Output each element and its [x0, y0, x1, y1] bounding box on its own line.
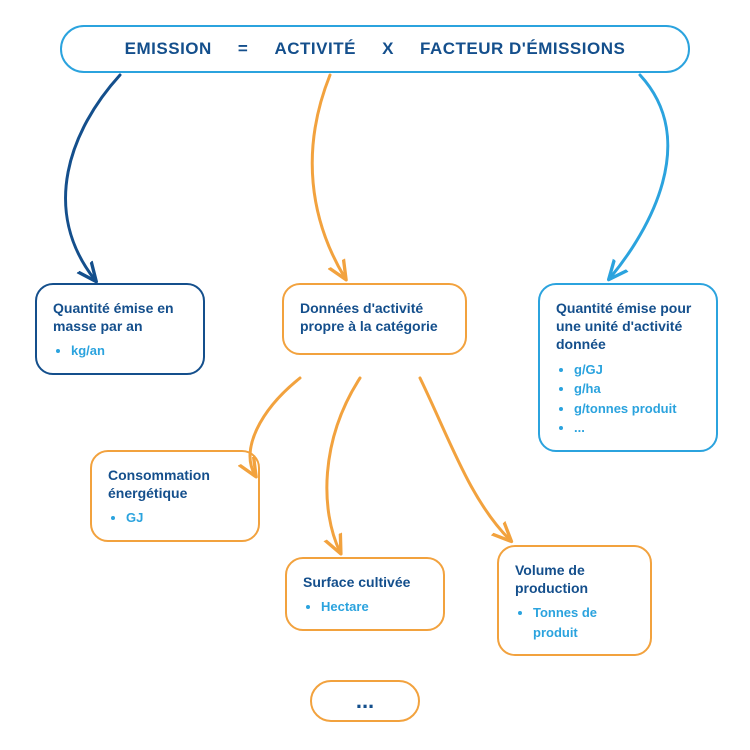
arrow6-path [420, 378, 510, 540]
volume-card-title: Volume de production [515, 561, 634, 597]
formula-times: X [382, 39, 394, 59]
energy-card: Consommation énergétique GJ [90, 450, 260, 542]
list-item: Tonnes de produit [533, 603, 634, 642]
surface-card: Surface cultivée Hectare [285, 557, 445, 631]
formula-factor: FACTEUR D'ÉMISSIONS [420, 39, 625, 59]
arrow5-path [327, 378, 360, 552]
list-item: kg/an [71, 341, 187, 361]
volume-card: Volume de production Tonnes de produit [497, 545, 652, 656]
emission-card-title: Quantité émise en masse par an [53, 299, 187, 335]
list-item: ... [574, 418, 700, 438]
list-item: g/tonnes produit [574, 399, 700, 419]
list-item: g/ha [574, 379, 700, 399]
energy-card-title: Consommation énergétique [108, 466, 242, 502]
emission-card: Quantité émise en masse par an kg/an [35, 283, 205, 375]
arrow2-path [312, 75, 345, 278]
ellipsis-label: ... [356, 688, 374, 713]
arrow1-path [66, 75, 120, 280]
factor-card: Quantité émise pour une unité d'activité… [538, 283, 718, 452]
activity-card: Données d'activité propre à la catégorie [282, 283, 467, 355]
arrow3-path [610, 75, 668, 278]
surface-card-items: Hectare [321, 597, 427, 617]
factor-card-title: Quantité émise pour une unité d'activité… [556, 299, 700, 354]
energy-card-items: GJ [126, 508, 242, 528]
volume-card-items: Tonnes de produit [533, 603, 634, 642]
list-item: Hectare [321, 597, 427, 617]
emission-card-items: kg/an [71, 341, 187, 361]
formula-equals: = [238, 39, 248, 59]
list-item: GJ [126, 508, 242, 528]
formula-box: EMISSION = ACTIVITÉ X FACTEUR D'ÉMISSION… [60, 25, 690, 73]
list-item: g/GJ [574, 360, 700, 380]
formula-emission: EMISSION [125, 39, 212, 59]
activity-card-title: Données d'activité propre à la catégorie [300, 299, 449, 335]
surface-card-title: Surface cultivée [303, 573, 427, 591]
formula-activity: ACTIVITÉ [274, 39, 355, 59]
factor-card-items: g/GJg/hag/tonnes produit... [574, 360, 700, 438]
ellipsis-box: ... [310, 680, 420, 722]
